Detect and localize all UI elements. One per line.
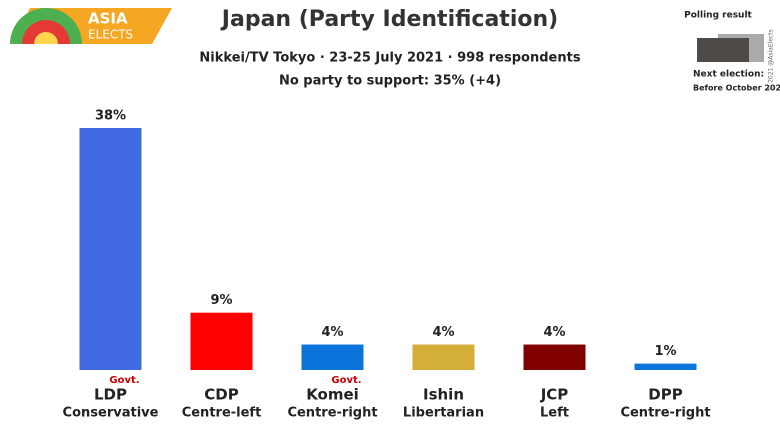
legend-swatch <box>697 38 749 62</box>
x-tick-label: CDP <box>204 386 238 404</box>
x-tick-label: Ishin <box>423 386 464 404</box>
chart-note: No party to support: 35% (+4) <box>279 74 501 89</box>
value-label: 1% <box>654 344 676 359</box>
annotation: Govt. <box>331 375 361 386</box>
logo-text: ELECTS <box>88 28 133 42</box>
logo: ASIA ELECTS <box>10 8 172 44</box>
x-tick-label: DPP <box>648 386 682 404</box>
x-tick-label: JCP <box>540 386 569 404</box>
legend-next-date: Before October 2021 <box>693 84 780 93</box>
value-label: 4% <box>432 325 454 340</box>
annotation: Govt. <box>109 375 139 386</box>
logo-fan-center <box>34 32 58 44</box>
legend: Polling result Next election: Before Oct… <box>684 11 780 93</box>
category-description: Centre-right <box>620 406 710 421</box>
category-description: Left <box>540 406 569 421</box>
x-tick-label: Komei <box>306 386 359 404</box>
category-description: Centre-right <box>287 406 377 421</box>
value-label: 9% <box>210 293 232 308</box>
bar <box>79 128 142 370</box>
category-description: Centre-left <box>182 406 262 421</box>
category-description: Conservative <box>63 406 159 421</box>
bar <box>301 344 364 370</box>
category-description: Libertarian <box>403 406 484 421</box>
copyright: © 2021 @AsiaElects <box>768 29 775 91</box>
legend-next: Next election: <box>693 70 764 80</box>
x-tick-label: LDP <box>94 386 127 404</box>
bar <box>634 363 697 370</box>
legend-label: Polling result <box>684 11 752 21</box>
value-label: 4% <box>321 325 343 340</box>
chart-subtitle: Nikkei/TV Tokyo · 23-25 July 2021 · 998 … <box>199 51 580 66</box>
bar <box>523 344 586 370</box>
logo-text: ASIA <box>88 10 128 28</box>
bar <box>412 344 475 370</box>
chart-title: Japan (Party Identification) <box>220 7 558 32</box>
value-label: 38% <box>95 109 126 124</box>
bar <box>190 312 253 370</box>
value-label: 4% <box>543 325 565 340</box>
